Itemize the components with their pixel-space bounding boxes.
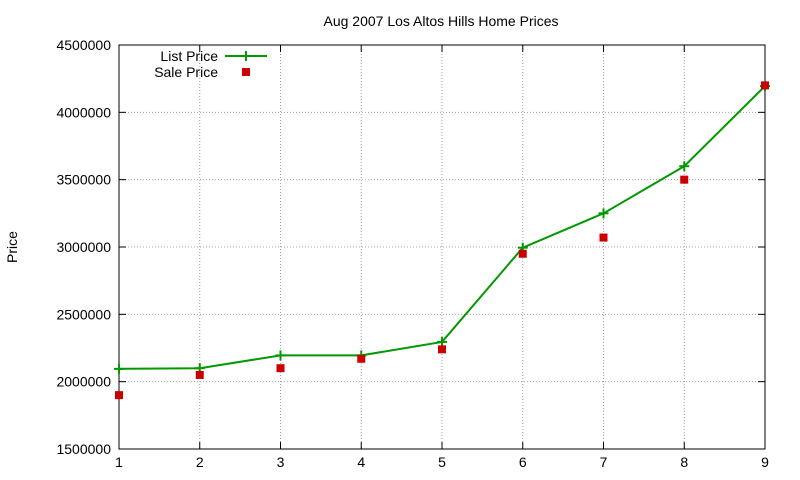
series-sale-price <box>115 81 769 400</box>
series-layer <box>114 81 770 400</box>
data-point-cross <box>114 363 124 374</box>
chart-title: Aug 2007 Los Altos Hills Home Prices <box>324 13 559 29</box>
x-tick-label: 2 <box>196 454 204 470</box>
data-point-square <box>357 354 366 363</box>
data-point-square <box>276 364 285 373</box>
y-tick-label: 3000000 <box>56 239 111 255</box>
data-point-square <box>761 81 769 90</box>
y-tick-label: 3500000 <box>56 172 111 188</box>
data-point-cross <box>598 208 609 219</box>
data-point-cross <box>437 336 447 347</box>
y-tick-label: 4000000 <box>56 104 111 120</box>
series-list-price <box>114 81 770 374</box>
x-tick-label: 3 <box>277 454 285 470</box>
x-tick-label: 7 <box>600 454 608 470</box>
data-point-square <box>518 249 527 258</box>
y-tick-label: 2500000 <box>56 306 111 322</box>
legend-label: Sale Price <box>154 64 218 80</box>
axis-ticks: 1500000 2000000 2500000 3000000 3500000 40000… <box>56 37 769 470</box>
data-point-square <box>599 233 608 242</box>
data-point-square <box>195 370 204 379</box>
data-point-square <box>680 175 689 184</box>
legend-item: Sale Price <box>154 64 250 80</box>
legend-label: List Price <box>160 48 218 64</box>
series-line <box>118 85 766 370</box>
x-tick-label: 4 <box>357 454 365 470</box>
y-tick-label: 2000000 <box>56 374 111 390</box>
data-point-cross <box>275 350 286 361</box>
x-tick-label: 1 <box>115 454 123 470</box>
x-tick-label: 8 <box>680 454 688 470</box>
grid-lines <box>119 45 765 449</box>
data-point-square <box>438 345 446 354</box>
data-point-cross <box>679 161 690 172</box>
y-tick-label: 4500000 <box>56 37 111 53</box>
x-tick-label: 9 <box>761 454 769 470</box>
y-tick-label: 1500000 <box>56 441 111 457</box>
x-tick-label: 5 <box>438 454 446 470</box>
legend-item: List Price <box>160 48 267 64</box>
data-point-square <box>115 391 123 400</box>
x-tick-label: 6 <box>519 454 527 470</box>
legend-square-swatch <box>242 68 250 76</box>
plot-frame <box>118 44 766 450</box>
y-axis-label: Price <box>4 231 20 263</box>
